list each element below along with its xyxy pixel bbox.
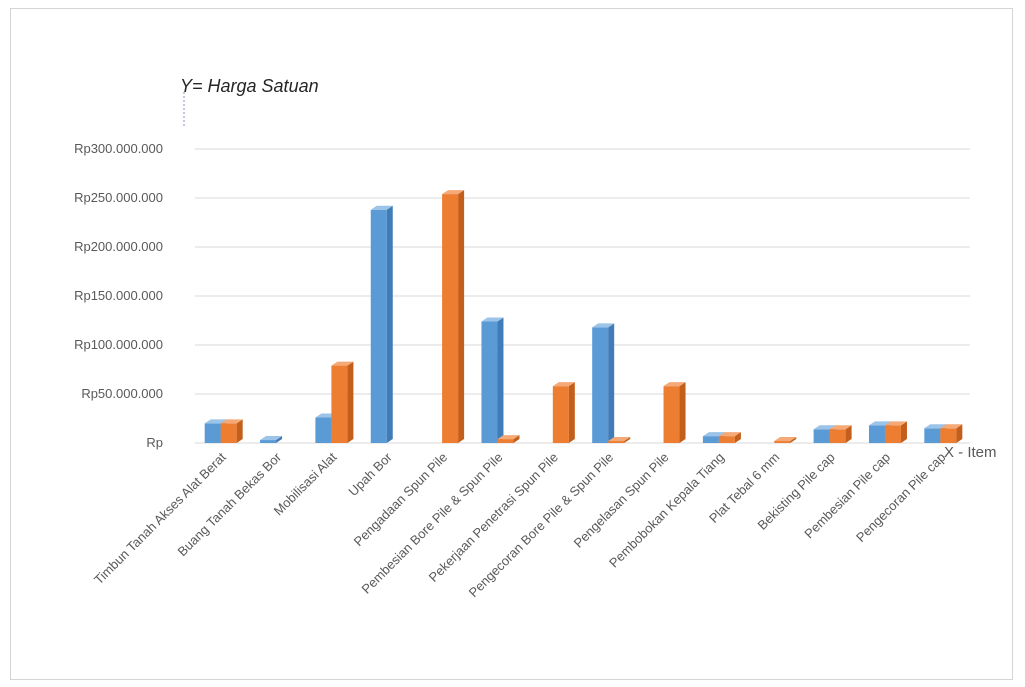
chart-border [10,8,1013,680]
x-tick-label: Pengelasan Spun Pile [571,450,672,551]
bar [260,436,283,443]
x-tick-label: Pengadaan Spun Pile [351,450,451,550]
bar [220,419,243,443]
bar [718,432,741,443]
bar [442,190,465,443]
bar [829,425,852,443]
y-tick-label: Rp50.000.000 [81,386,163,401]
bar [481,317,504,443]
bar [331,361,354,443]
y-tick-label: Rp300.000.000 [74,141,163,156]
y-axis-title: Y= Harga Satuan [180,76,319,96]
bar [663,382,686,443]
y-tick-label: Rp [146,435,163,450]
y-tick-label: Rp250.000.000 [74,190,163,205]
y-tick-label: Rp200.000.000 [74,239,163,254]
bar [592,323,615,443]
bar [940,424,963,443]
x-tick-label: Upah Bor [345,449,395,499]
bar [774,437,797,443]
y-tick-label: Rp150.000.000 [74,288,163,303]
bar [552,382,575,443]
x-axis-title: X - Item [944,444,997,461]
x-tick-label: Buang Tanah Bekas Bor [175,449,285,559]
bar [608,437,631,443]
bar [884,421,907,443]
y-tick-label: Rp100.000.000 [74,337,163,352]
x-tick-label: Pembobokan Kepala Tiang [606,450,727,571]
bar [497,435,520,443]
bar [370,205,393,443]
